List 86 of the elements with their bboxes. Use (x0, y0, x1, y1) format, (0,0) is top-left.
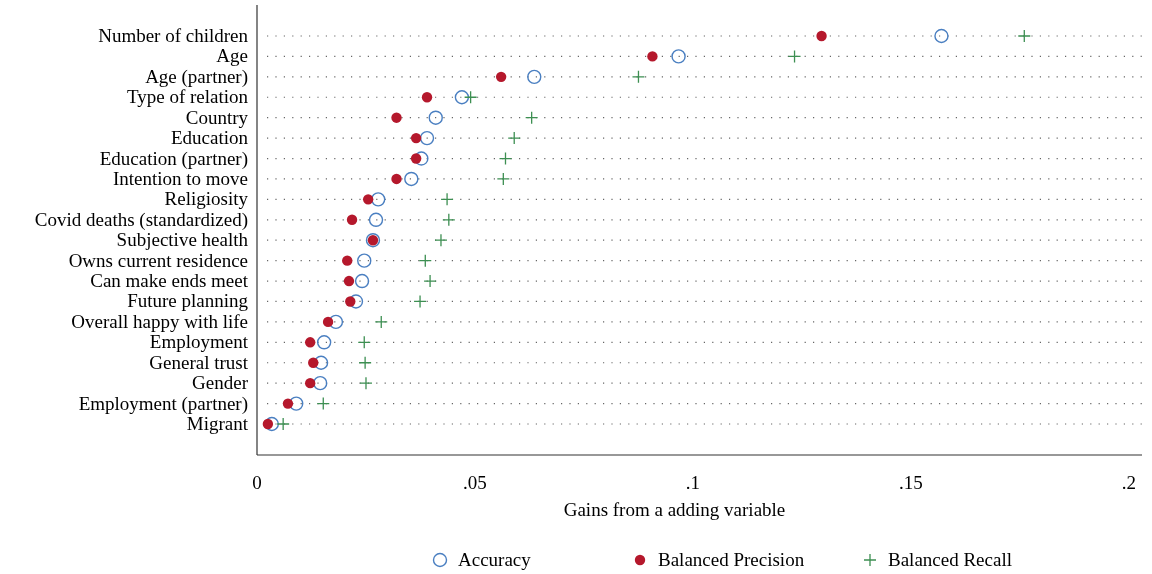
x-tick-label: .1 (685, 472, 701, 493)
y-tick-label: Education (170, 127, 249, 149)
point (440, 192, 454, 207)
point (498, 151, 513, 166)
point (410, 132, 422, 144)
point (418, 253, 432, 268)
x-tick-label: .2 (1121, 472, 1137, 493)
point (282, 398, 294, 409)
legend-label: Accuracy (458, 549, 532, 570)
y-tick-label: General trust (149, 351, 249, 373)
point (368, 212, 384, 227)
point (345, 296, 356, 307)
y-tick-label: Subjective health (116, 229, 249, 251)
point (358, 356, 372, 370)
legend-label: Balanced Recall (888, 549, 1012, 570)
point (346, 214, 358, 225)
point (414, 151, 429, 166)
y-tick-label: Type of relation (126, 86, 249, 108)
point (362, 194, 374, 205)
point (434, 233, 448, 247)
point (423, 274, 437, 288)
point (647, 51, 658, 62)
point (419, 130, 435, 146)
y-tick-label: Owns current residence (68, 249, 248, 271)
y-tick-label: Can make ends meet (90, 270, 249, 292)
point (304, 337, 316, 348)
point (359, 376, 373, 390)
y-tick-label: Country (185, 106, 249, 128)
y-tick-label: Covid deaths (standardized) (34, 208, 248, 231)
point (442, 213, 456, 227)
point (391, 173, 402, 185)
y-tick-label: Education (partner) (99, 147, 248, 170)
point (391, 112, 402, 123)
point (313, 355, 329, 370)
point (671, 49, 686, 64)
x-tick-label: .15 (899, 472, 923, 493)
y-tick-label: Gender (192, 372, 249, 394)
point (342, 255, 353, 266)
y-tick-label: Employment (149, 331, 249, 353)
y-tick-label: Overall happy with life (71, 310, 248, 332)
point (354, 273, 370, 289)
point (787, 49, 802, 64)
point (507, 131, 521, 145)
point (316, 396, 330, 411)
x-tick-label: .05 (463, 472, 487, 493)
point (495, 71, 507, 83)
y-tick-label: Age (216, 45, 248, 67)
y-tick-label: Future planning (127, 290, 249, 312)
point (527, 69, 542, 85)
point (413, 294, 427, 309)
point (316, 335, 332, 350)
point (322, 316, 334, 328)
point (276, 417, 290, 431)
point (816, 30, 827, 42)
point (421, 92, 433, 103)
point (328, 314, 344, 330)
point (525, 111, 539, 125)
x-tick-label: 0 (252, 472, 262, 493)
point (289, 396, 304, 411)
point (264, 416, 280, 432)
point (313, 375, 328, 391)
point (374, 315, 388, 329)
y-tick-label: Age (partner) (145, 65, 248, 88)
point (1017, 29, 1031, 43)
point (496, 172, 510, 186)
point (357, 253, 372, 268)
point (371, 192, 386, 207)
point (631, 70, 646, 84)
point (410, 153, 422, 164)
y-tick-label: Number of children (98, 25, 249, 46)
point (348, 294, 364, 309)
point (428, 110, 443, 125)
point (304, 377, 316, 389)
point (934, 28, 949, 44)
point (463, 90, 478, 104)
y-tick-label: Religiosity (164, 188, 249, 210)
point (308, 357, 319, 368)
x-axis-title: Gains from a adding variable (563, 499, 786, 520)
legend-label: Balanced Precision (658, 549, 805, 570)
point (404, 171, 419, 187)
y-tick-label: Migrant (186, 413, 249, 434)
y-tick-label: Employment (partner) (78, 392, 248, 415)
point (454, 90, 470, 105)
point (357, 335, 371, 349)
point (262, 418, 274, 430)
point (343, 275, 355, 287)
